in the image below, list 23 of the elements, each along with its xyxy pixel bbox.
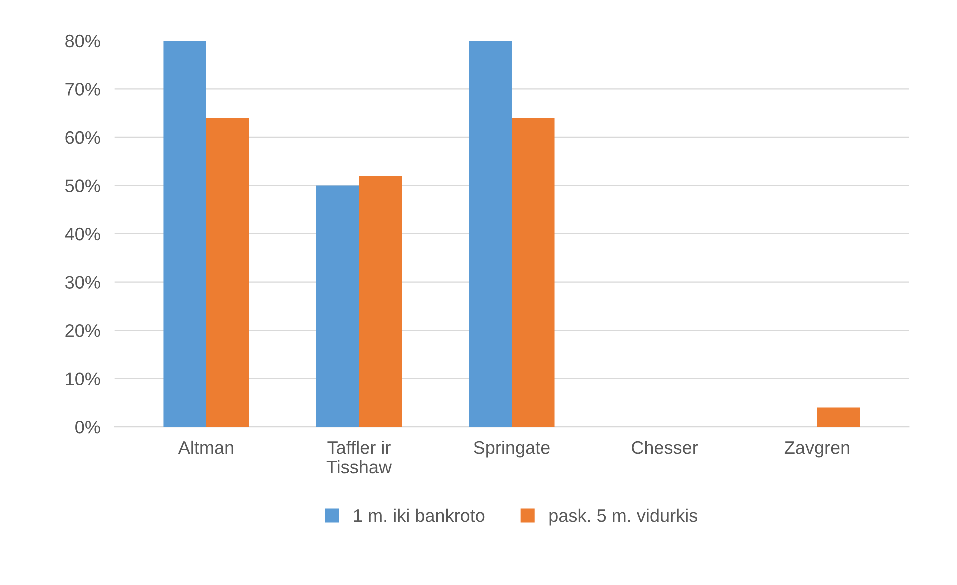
x-tick-label: Altman [178,440,234,454]
legend-label: pask. 5 m. vidurkis [550,508,698,526]
x-tick-label: Taffler ir Tisshaw [326,440,392,474]
y-tick-label: 80% [66,34,100,48]
y-tick-label: 0% [76,420,100,434]
bar [206,118,250,428]
y-tick-label: 50% [66,180,100,192]
y-tick-label: 40% [65,228,100,241]
y-tick-label: 20% [66,324,100,338]
x-tick-label: Zavgren [784,442,850,458]
bar [164,40,206,428]
bar [316,186,360,428]
y-tick-label: 30% [66,276,100,289]
y-tick-label: 70% [66,83,100,96]
bar [512,118,555,428]
bar [818,408,860,428]
bar [359,176,402,428]
y-tick-label: 10% [66,372,100,386]
bar [469,40,512,428]
legend-label: 1 m. iki bankroto [354,508,485,522]
y-tick-label: 60% [66,131,100,144]
x-tick-label: Springate [474,440,550,458]
x-tick-label: Chesser [632,440,698,454]
